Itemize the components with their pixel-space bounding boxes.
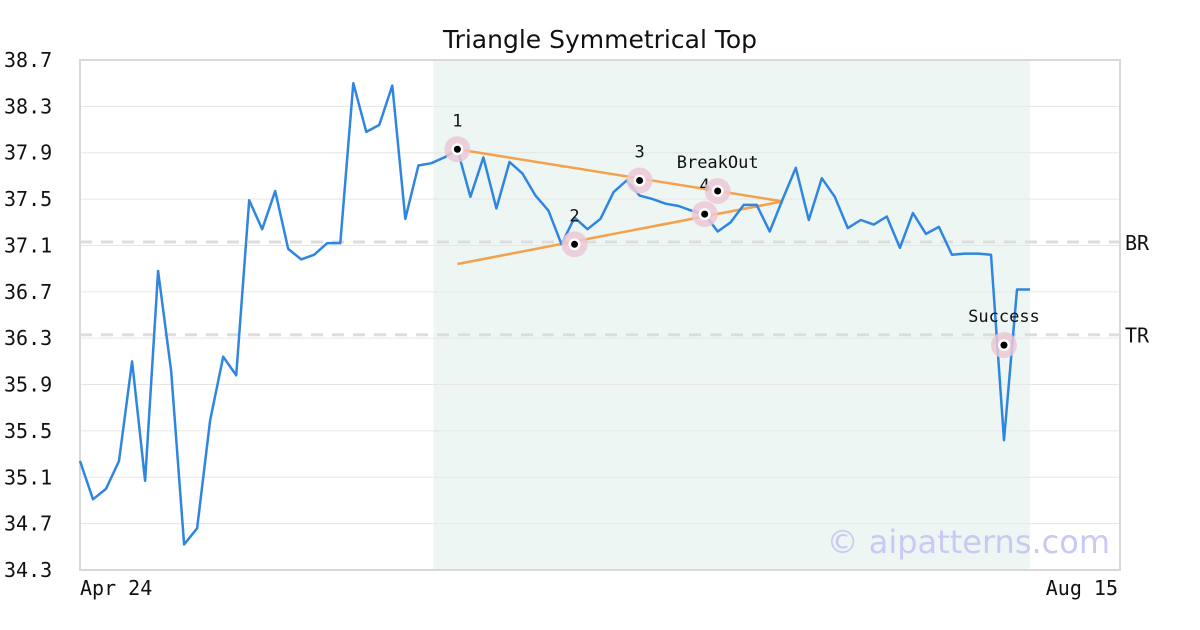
point-marker bbox=[714, 187, 722, 195]
price-series bbox=[78, 81, 1030, 546]
y-tick-label: 38.3 bbox=[4, 94, 52, 118]
y-tick-label: 36.3 bbox=[4, 326, 52, 350]
y-tick-label: 37.1 bbox=[4, 233, 52, 257]
y-tick-label: 38.7 bbox=[4, 48, 52, 72]
highlight-band bbox=[433, 60, 1030, 570]
y-tick-label: 37.5 bbox=[4, 187, 52, 211]
y-tick-label: 34.3 bbox=[4, 558, 52, 582]
y-tick-label: 34.7 bbox=[4, 512, 52, 536]
reference-line-label: BR bbox=[1125, 231, 1150, 255]
point-label: 4 bbox=[700, 176, 710, 196]
point-marker bbox=[571, 240, 579, 248]
point-label: BreakOut bbox=[677, 153, 759, 173]
x-tick-label: Apr 24 bbox=[80, 576, 152, 600]
x-tick-label: Aug 15 bbox=[1046, 576, 1118, 600]
watermark: © aipatterns.com bbox=[827, 523, 1110, 561]
pattern-points: 1 2 3 4 BreakOut Success bbox=[444, 111, 1040, 359]
point-label: 3 bbox=[634, 143, 644, 163]
x-axis-ticks: Apr 24 Aug 15 bbox=[80, 576, 1118, 600]
point-marker bbox=[636, 177, 644, 185]
y-tick-label: 35.9 bbox=[4, 373, 52, 397]
point-marker bbox=[701, 210, 709, 218]
trend-line bbox=[457, 200, 783, 266]
plot-frame bbox=[79, 59, 1121, 571]
y-tick-label: 35.5 bbox=[4, 419, 52, 443]
point-marker bbox=[1000, 341, 1008, 349]
point-marker bbox=[453, 145, 461, 153]
y-tick-label: 37.9 bbox=[4, 141, 52, 165]
point-label: 2 bbox=[569, 206, 579, 226]
price-line bbox=[78, 81, 1030, 546]
point-label: 1 bbox=[452, 111, 462, 131]
point-label: Success bbox=[968, 307, 1040, 327]
y-tick-label: 36.7 bbox=[4, 280, 52, 304]
chart-title: Triangle Symmetrical Top bbox=[442, 25, 757, 54]
y-tick-label: 35.1 bbox=[4, 465, 52, 489]
reference-line-label: TR bbox=[1125, 324, 1150, 348]
y-axis-ticks: 34.3 34.7 35.1 35.5 35.9 36.3 36.7 37.1 37.5 37.9… bbox=[4, 48, 52, 582]
